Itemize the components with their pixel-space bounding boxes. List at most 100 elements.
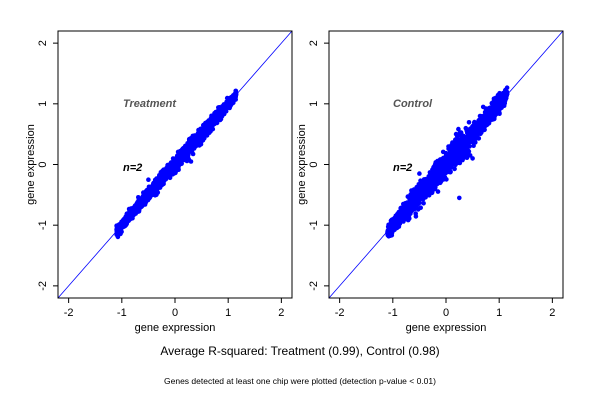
data-point	[467, 144, 472, 149]
x-tick-label: 0	[443, 307, 449, 319]
data-point	[401, 203, 407, 208]
data-point	[446, 146, 451, 151]
data-point	[465, 150, 471, 156]
data-point	[466, 120, 472, 125]
data-point	[403, 212, 408, 217]
x-tick-label: 2	[278, 307, 284, 319]
data-point	[444, 177, 449, 182]
data-point	[430, 167, 436, 172]
data-point	[412, 191, 418, 196]
data-point	[482, 123, 488, 128]
data-point	[448, 160, 454, 165]
y-tick-label: 1	[37, 101, 49, 107]
data-point	[414, 184, 420, 190]
data-point	[233, 88, 239, 94]
data-point	[452, 162, 458, 167]
data-point-outlier	[146, 177, 151, 182]
data-point	[496, 93, 502, 99]
data-point	[465, 128, 471, 133]
data-point	[435, 189, 441, 194]
x-tick-label: -1	[388, 307, 398, 319]
data-point	[476, 136, 482, 141]
data-point	[144, 187, 150, 193]
data-point	[161, 168, 167, 174]
data-point-outlier	[417, 171, 422, 176]
data-point	[478, 116, 484, 121]
sample-size-annotation: n=2	[123, 162, 142, 174]
data-point	[194, 140, 199, 146]
scatter-panel-1: -2 -1 0 1 2 -2 -1 0 1 2 gene expression gene expres…	[25, 30, 293, 334]
data-point	[389, 219, 394, 224]
data-point	[142, 200, 147, 206]
data-point-outlier	[154, 192, 159, 198]
data-points	[385, 85, 510, 239]
data-point	[419, 185, 425, 190]
data-point	[399, 211, 405, 216]
data-point	[471, 138, 476, 143]
data-point	[432, 185, 437, 191]
data-point	[487, 118, 493, 124]
data-point	[407, 196, 412, 202]
x-tick-label: 2	[549, 307, 555, 319]
data-point	[195, 134, 201, 139]
x-axis-label: gene expression	[406, 322, 487, 334]
identity-line	[328, 30, 564, 299]
y-axis-label: gene expression	[296, 124, 308, 205]
y-tick-label: -1	[308, 220, 320, 230]
x-tick-label: -1	[117, 307, 127, 319]
data-point	[457, 160, 463, 166]
y-tick-label: 2	[37, 40, 49, 46]
x-tick-label: 1	[225, 307, 231, 319]
data-point	[456, 133, 462, 138]
data-point	[471, 143, 476, 148]
data-point	[407, 216, 412, 221]
data-point	[430, 189, 435, 194]
data-point	[118, 231, 123, 237]
data-point	[489, 114, 494, 119]
data-point-outlier	[457, 195, 462, 201]
data-point	[167, 175, 173, 181]
data-point	[197, 138, 203, 143]
data-point	[454, 136, 460, 142]
sample-size-annotation: n=2	[393, 162, 412, 174]
y-tick-label: 1	[308, 101, 320, 107]
data-point	[150, 183, 155, 188]
data-point-outlier	[480, 104, 486, 110]
data-point	[442, 155, 448, 161]
data-point	[449, 152, 455, 157]
panel-title: Treatment	[123, 98, 177, 110]
x-axis-label: gene expression	[135, 322, 216, 334]
scatter-panel-2: -2 -1 0 1 2 -2 -1 0 1 2 gene expression gene expres…	[296, 30, 564, 334]
identity-line	[57, 30, 293, 299]
data-point	[483, 110, 489, 115]
data-point	[481, 127, 487, 133]
data-point	[124, 211, 130, 216]
y-axis-label: gene expression	[25, 124, 37, 205]
data-point	[495, 98, 500, 104]
data-point	[416, 199, 422, 205]
data-point	[190, 151, 196, 157]
data-point	[492, 105, 497, 110]
data-point	[421, 201, 426, 206]
data-point	[419, 194, 425, 200]
data-point	[413, 201, 419, 207]
y-tick-label: 0	[37, 161, 49, 167]
detection-note-caption: Genes detected at least one chip were pl…	[164, 376, 436, 386]
data-point	[207, 118, 213, 123]
data-point	[436, 163, 442, 168]
data-point	[409, 206, 415, 212]
data-point	[173, 164, 178, 170]
data-point	[439, 176, 444, 181]
data-point	[452, 155, 457, 160]
x-tick-label: -2	[64, 307, 74, 319]
data-point	[487, 105, 493, 111]
data-point	[204, 120, 209, 125]
y-tick-label: 0	[308, 161, 320, 167]
data-point	[433, 160, 439, 165]
data-point	[460, 157, 465, 163]
data-point	[147, 194, 153, 200]
data-point-outlier	[470, 156, 475, 161]
data-point	[388, 233, 393, 238]
data-point	[413, 211, 419, 216]
data-point-outlier	[188, 159, 194, 164]
